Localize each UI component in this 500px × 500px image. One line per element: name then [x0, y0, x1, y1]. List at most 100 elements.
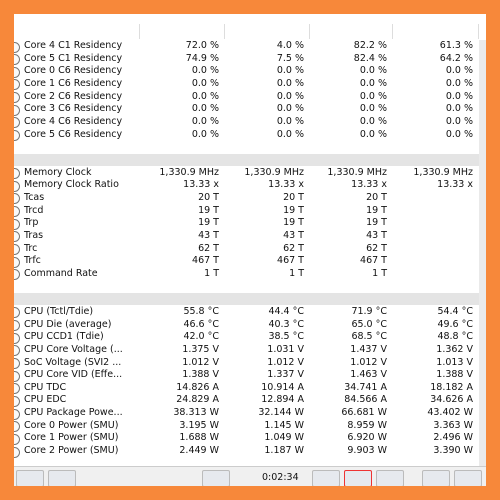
sensor-label[interactable]: Core 0 Power (SMU)	[24, 419, 119, 431]
column-header[interactable]	[310, 24, 393, 39]
sensor-value: 1 T	[204, 267, 219, 279]
sensor-label[interactable]: Core 3 C6 Residency	[24, 103, 123, 115]
sensor-label[interactable]: SoC Voltage (SVI2 ...	[24, 356, 122, 368]
sensor-value: 1.012 V	[182, 356, 219, 368]
sensor-label[interactable]: Tcas	[24, 191, 45, 203]
column-header[interactable]	[225, 24, 310, 39]
sensor-value: 38.5 °C	[268, 331, 304, 343]
sensor-value: 24.829 A	[176, 394, 219, 406]
sensor-value: 3.390 W	[433, 445, 473, 457]
sensor-label[interactable]: CPU (Tctl/Tdie)	[24, 305, 94, 317]
close-button[interactable]	[454, 470, 482, 486]
sensor-value: 19 T	[198, 204, 219, 216]
sensor-label[interactable]: Core 2 Power (SMU)	[24, 445, 119, 457]
sensor-value: 1.437 V	[350, 343, 387, 355]
sensor-value: 34.741 A	[344, 381, 387, 393]
sensor-value: 0.0 %	[276, 103, 304, 115]
sensor-value: 61.3 %	[439, 40, 473, 51]
sensor-label[interactable]: Core 5 C6 Residency	[24, 128, 123, 140]
sensor-icon	[14, 320, 20, 332]
sensor-value: 14.826 A	[176, 381, 219, 393]
sensor-icon	[14, 383, 20, 395]
sensor-label[interactable]: Trcd	[24, 204, 44, 216]
toolbar: 0:02:34	[14, 466, 486, 486]
sensor-label[interactable]: Core 4 C1 Residency	[24, 40, 123, 51]
sensor-label[interactable]: CPU Core Voltage (...	[24, 343, 123, 355]
sensor-value: 55.8 °C	[183, 305, 219, 317]
sensor-value: 0.0 %	[445, 65, 473, 77]
sensor-value: 1.031 V	[267, 343, 304, 355]
sensor-icon	[14, 206, 20, 218]
sensor-value: 84.566 A	[344, 394, 387, 406]
sensor-value: 44.4 °C	[268, 305, 304, 317]
sensor-value: 4.0 %	[276, 40, 304, 51]
sensor-icon	[14, 218, 20, 230]
sensor-icon	[14, 408, 20, 420]
sensor-value: 2.449 W	[179, 445, 219, 457]
sensor-value: 0.0 %	[445, 77, 473, 89]
sensor-icon	[14, 180, 20, 192]
sensor-value: 10.914 A	[261, 381, 304, 393]
sensor-value: 1.463 V	[350, 369, 387, 381]
sensor-value: 43 T	[283, 229, 304, 241]
sensor-label[interactable]: Core 2 C6 Residency	[24, 90, 123, 102]
column-header[interactable]	[393, 24, 479, 39]
column-header[interactable]	[14, 24, 140, 39]
sensor-value: 8.959 W	[347, 419, 387, 431]
sensor-label[interactable]: Trfc	[24, 255, 41, 267]
sensor-value: 1 T	[372, 267, 387, 279]
network-button[interactable]	[202, 470, 230, 486]
sensor-label[interactable]: CPU Die (average)	[24, 318, 112, 330]
sensor-button[interactable]	[376, 470, 404, 486]
sensor-value: 1 T	[289, 267, 304, 279]
sensor-label[interactable]: Core 1 C6 Residency	[24, 77, 123, 89]
sensor-value: 467 T	[360, 255, 387, 267]
sensor-value: 0.0 %	[445, 103, 473, 115]
sensor-value: 0.0 %	[191, 103, 219, 115]
sensor-icon	[14, 421, 20, 433]
sensor-value: 3.363 W	[433, 419, 473, 431]
sensor-value: 0.0 %	[359, 103, 387, 115]
column-header[interactable]	[140, 24, 225, 39]
sensor-value: 49.6 °C	[437, 318, 473, 330]
sensor-value: 18.182 A	[430, 381, 473, 393]
sensor-value: 62 T	[366, 242, 387, 254]
sensor-value: 0.0 %	[445, 128, 473, 140]
nav-button[interactable]	[16, 470, 44, 486]
section-band	[14, 293, 479, 306]
sensor-icon	[14, 104, 20, 116]
sensor-value: 0.0 %	[276, 90, 304, 102]
sensor-value: 72.0 %	[185, 40, 219, 51]
sensor-value: 74.9 %	[185, 52, 219, 64]
sensor-label[interactable]: CPU CCD1 (Tdie)	[24, 331, 104, 343]
sensor-value: 3.195 W	[179, 419, 219, 431]
sensor-label[interactable]: Tras	[24, 229, 44, 241]
sensor-value: 0.0 %	[276, 65, 304, 77]
sensor-label[interactable]: Trp	[24, 217, 39, 229]
sensor-label[interactable]: Core 0 C6 Residency	[24, 65, 123, 77]
sensor-value: 19 T	[366, 217, 387, 229]
sensor-window: 3.390 W 9.903 W 1.187 W 2.449 W Core 2 Power…	[14, 14, 486, 486]
sensor-value: 46.6 °C	[183, 318, 219, 330]
sensor-value: 34.626 A	[430, 394, 473, 406]
sensor-value: 0.0 %	[445, 90, 473, 102]
settings-button[interactable]	[422, 470, 450, 486]
sensor-icon	[14, 345, 20, 357]
sensor-label[interactable]: Core 5 C1 Residency	[24, 52, 123, 64]
nav-button[interactable]	[48, 470, 76, 486]
sensor-icon	[14, 231, 20, 243]
report-button[interactable]	[344, 470, 372, 486]
sensor-label[interactable]: Core 1 Power (SMU)	[24, 432, 119, 444]
scrollbar[interactable]	[479, 40, 486, 470]
sensor-value: 42.0 °C	[183, 331, 219, 343]
sensor-label[interactable]: Memory Clock	[24, 166, 92, 178]
sensor-label[interactable]: CPU TDC	[24, 381, 67, 393]
sensor-label[interactable]: Memory Clock Ratio	[24, 179, 119, 191]
sensor-label[interactable]: CPU Package Powe...	[24, 407, 123, 419]
sensor-label[interactable]: Command Rate	[24, 267, 98, 279]
sensor-label[interactable]: Trc	[24, 242, 38, 254]
sensor-label[interactable]: Core 4 C6 Residency	[24, 115, 123, 127]
sensor-label[interactable]: CPU EDC	[24, 394, 67, 406]
clock-button[interactable]	[312, 470, 340, 486]
sensor-label[interactable]: CPU Core VID (Effe...	[24, 369, 123, 381]
